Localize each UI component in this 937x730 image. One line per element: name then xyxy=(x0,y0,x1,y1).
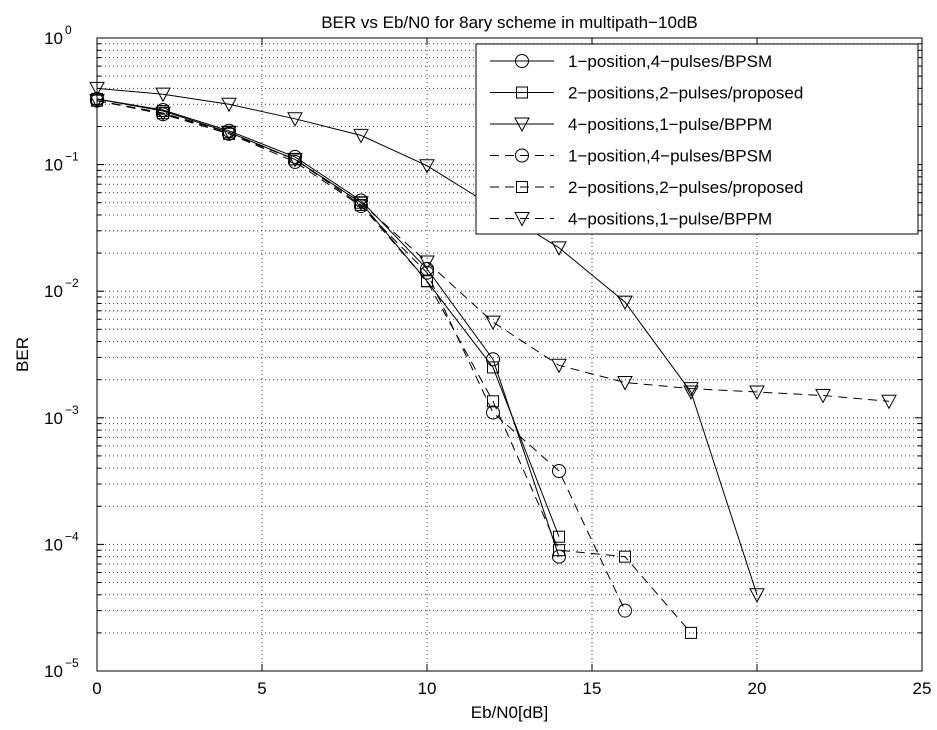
data-point-triangle xyxy=(353,196,369,211)
x-tick-label: 15 xyxy=(583,679,602,698)
data-point-triangle xyxy=(155,87,171,103)
plot-frame xyxy=(96,37,923,672)
y-tick-label: 10 xyxy=(44,156,63,175)
y-tick-exponent: −2 xyxy=(65,276,79,290)
legend-label: 4−positions,1−pulse/BPPM xyxy=(568,210,772,229)
series-layer xyxy=(89,81,897,639)
data-point-triangle xyxy=(353,128,369,144)
data-point-square xyxy=(685,626,697,639)
legend-entry: 4−positions,1−pulse/BPPM xyxy=(490,210,772,229)
data-point-triangle xyxy=(419,255,435,271)
data-point-triangle xyxy=(155,106,171,122)
y-tick-label: 10 xyxy=(44,535,63,554)
data-point-circle xyxy=(288,154,302,169)
y-tick-label: 10 xyxy=(44,29,63,48)
y-tick-exponent: −1 xyxy=(65,150,79,164)
series-line xyxy=(96,98,560,557)
data-point-circle xyxy=(618,603,632,618)
legend-marker-square xyxy=(516,86,528,99)
data-point-triangle xyxy=(287,112,303,127)
legend-marker-square xyxy=(516,181,528,193)
y-tick-exponent: −3 xyxy=(65,403,79,417)
legend-label: 4−positions,1−pulse/BPPM xyxy=(568,115,772,134)
data-point-square xyxy=(487,361,499,374)
x-tick-label: 0 xyxy=(92,679,101,698)
legend: 1−position,4−pulses/BPSM 2−positions,2−pu… xyxy=(475,43,919,235)
legend-marker-circle xyxy=(515,148,529,163)
series-line xyxy=(96,100,692,634)
y-tick-exponent: −4 xyxy=(65,529,79,543)
legend-label: 1−position,4−pulses/BPSM xyxy=(568,52,772,71)
data-point-triangle xyxy=(617,376,633,391)
legend-marker-triangle xyxy=(514,212,530,227)
data-point-circle xyxy=(552,463,566,478)
series-line xyxy=(96,100,626,611)
legend-box xyxy=(475,43,919,235)
legend-label: 1−position,4−pulses/BPSM xyxy=(568,147,772,166)
legend-entry: 1−position,4−pulses/BPSM xyxy=(490,147,772,166)
chart-title: BER vs Eb/N0 for 8ary scheme in multipat… xyxy=(321,13,698,32)
legend-entry: 2−positions,2−pulses/proposed xyxy=(490,84,803,103)
x-tick-label: 10 xyxy=(418,679,437,698)
x-tick-label: 25 xyxy=(913,679,932,698)
data-point-triangle xyxy=(881,394,897,410)
data-point-triangle xyxy=(749,588,765,603)
x-tick-label: 5 xyxy=(257,679,266,698)
data-point-triangle xyxy=(683,382,699,397)
x-tick-label: 20 xyxy=(748,679,767,698)
data-point-square xyxy=(421,275,433,288)
series-line xyxy=(96,100,890,402)
data-point-triangle xyxy=(551,358,567,374)
data-point-triangle xyxy=(749,385,765,401)
data-point-circle xyxy=(486,405,500,420)
legend-label: 2−positions,2−pulses/proposed xyxy=(568,178,803,197)
legend-entry: 1−position,4−pulses/BPSM xyxy=(490,52,772,71)
legend-label: 2−positions,2−pulses/proposed xyxy=(568,84,803,103)
data-point-circle xyxy=(222,123,236,138)
data-point-triangle xyxy=(221,97,237,113)
y-tick-label: 10 xyxy=(44,662,63,681)
data-point-triangle xyxy=(221,125,237,141)
data-point-square xyxy=(619,550,631,563)
data-point-square xyxy=(553,544,565,557)
data-point-triangle xyxy=(287,152,303,168)
data-point-triangle xyxy=(551,241,567,256)
data-point-circle xyxy=(420,265,434,280)
legend-entry: 4−positions,1−pulse/BPPM xyxy=(490,115,772,134)
series-6 xyxy=(89,94,897,410)
data-point-circle xyxy=(552,549,566,564)
data-point-square xyxy=(553,530,565,543)
data-point-triangle xyxy=(683,385,699,401)
legend-entry: 2−positions,2−pulses/proposed xyxy=(490,178,803,197)
data-point-square xyxy=(487,395,499,408)
y-tick-label: 10 xyxy=(44,409,63,428)
legend-marker-circle xyxy=(515,54,529,68)
y-axis-label: BER xyxy=(13,337,32,372)
data-point-triangle xyxy=(485,315,501,331)
x-axis-label: Eb/N0[dB] xyxy=(471,703,549,722)
data-point-circle xyxy=(354,193,368,208)
data-point-triangle xyxy=(617,295,633,311)
y-tick-exponent: 0 xyxy=(65,23,72,37)
series-line xyxy=(96,87,758,595)
legend-marker-triangle xyxy=(514,117,530,133)
y-tick-label: 10 xyxy=(44,282,63,301)
y-tick-exponent: −5 xyxy=(65,656,79,670)
series-4 xyxy=(90,93,632,618)
data-point-triangle xyxy=(815,389,831,404)
data-point-triangle xyxy=(419,159,435,174)
